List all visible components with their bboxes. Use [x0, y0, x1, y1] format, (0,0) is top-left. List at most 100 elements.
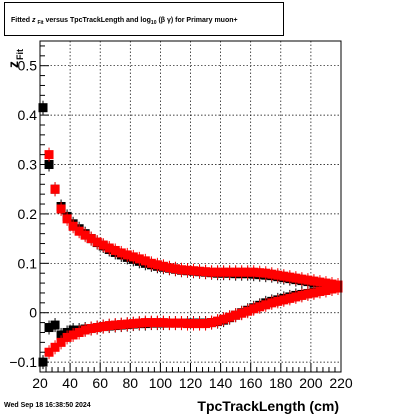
x-tick-label: 200 — [299, 375, 323, 391]
datestamp: Wed Sep 18 16:38:50 2024 — [4, 402, 91, 409]
data-point — [92, 323, 102, 333]
data-point — [195, 319, 205, 329]
data-point — [297, 274, 307, 284]
x-tick-label: 20 — [32, 375, 48, 391]
data-point — [86, 324, 96, 334]
data-point — [122, 250, 132, 260]
data-point — [291, 292, 301, 302]
data-point — [249, 267, 259, 277]
data-point — [243, 306, 253, 316]
data-point — [44, 150, 54, 160]
data-point — [315, 286, 325, 296]
data-point — [146, 318, 156, 328]
y-tick-label: −0.1 — [9, 354, 37, 370]
chart-title-box: Fitted z Fit versus TpcTrackLength and l… — [4, 2, 284, 36]
data-point — [158, 261, 168, 271]
data-point — [146, 258, 156, 268]
data-point — [62, 214, 72, 224]
y-tick-label: 0.3 — [18, 157, 38, 173]
data-point — [231, 267, 241, 277]
data-point — [38, 103, 48, 113]
title-middle: versus TpcTrackLength and log — [43, 17, 151, 24]
data-point — [333, 283, 343, 293]
x-tick-label: 140 — [209, 375, 233, 391]
data-point — [98, 322, 108, 332]
data-point — [321, 285, 331, 295]
data-point — [86, 234, 96, 244]
title-z-subscript: Fit — [37, 20, 44, 26]
x-tick-label: 180 — [269, 375, 293, 391]
data-point — [255, 268, 265, 278]
data-point — [62, 332, 72, 342]
data-point — [237, 308, 247, 318]
data-point — [321, 278, 331, 288]
data-point — [44, 323, 54, 333]
data-point — [309, 288, 319, 298]
data-point — [80, 325, 90, 335]
y-axis-label-text: z — [5, 61, 21, 68]
data-point — [134, 254, 144, 264]
title-suffix: (β γ) for Primary muon+ — [158, 17, 238, 24]
data-point — [164, 263, 174, 273]
data-point — [44, 347, 54, 357]
data-point — [80, 230, 90, 240]
y-tick-label: 0.2 — [18, 206, 38, 222]
data-point — [68, 221, 78, 231]
data-point — [170, 318, 180, 328]
data-point — [56, 330, 66, 340]
data-point — [279, 271, 289, 281]
data-point — [50, 320, 60, 330]
data-point — [74, 226, 84, 236]
data-point — [98, 240, 108, 250]
data-point — [116, 320, 126, 330]
data-point — [134, 318, 144, 328]
data-point — [237, 267, 247, 277]
title-z: z — [32, 17, 36, 24]
data-point — [50, 342, 60, 352]
data-point — [315, 277, 325, 287]
data-point — [273, 270, 283, 280]
data-point — [309, 276, 319, 286]
data-point — [267, 298, 277, 308]
data-point — [279, 295, 289, 305]
data-point — [213, 267, 223, 277]
data-point — [213, 316, 223, 326]
x-tick-label: 120 — [179, 375, 203, 391]
data-point — [140, 256, 150, 266]
data-point — [158, 318, 168, 328]
data-point — [303, 289, 313, 299]
data-point — [110, 320, 120, 330]
data-point — [128, 319, 138, 329]
data-point — [219, 267, 229, 277]
data-point — [201, 267, 211, 277]
data-point — [219, 314, 229, 324]
data-point — [225, 267, 235, 277]
data-point — [74, 327, 84, 337]
x-tick-label: 100 — [149, 375, 173, 391]
data-point — [189, 266, 199, 276]
data-point — [207, 318, 217, 328]
y-axis-label-subscript: Fit — [15, 49, 25, 60]
x-tick-label: 60 — [92, 375, 108, 391]
data-point — [267, 269, 277, 279]
data-point — [207, 267, 217, 277]
data-point — [104, 321, 114, 331]
data-point — [56, 337, 66, 347]
data-point — [285, 272, 295, 282]
data-point — [176, 265, 186, 275]
y-tick-label: 0.1 — [18, 255, 38, 271]
data-point — [56, 204, 66, 214]
data-point — [128, 252, 138, 262]
data-point — [225, 312, 235, 322]
data-point — [285, 293, 295, 303]
data-point — [140, 318, 150, 328]
data-point — [273, 296, 283, 306]
data-point — [152, 318, 162, 328]
data-point — [176, 318, 186, 328]
data-point — [201, 319, 211, 329]
x-axis-label: TpcTrackLength (cm) — [197, 398, 339, 414]
data-point — [110, 245, 120, 255]
data-point — [164, 318, 174, 328]
data-point — [297, 290, 307, 300]
